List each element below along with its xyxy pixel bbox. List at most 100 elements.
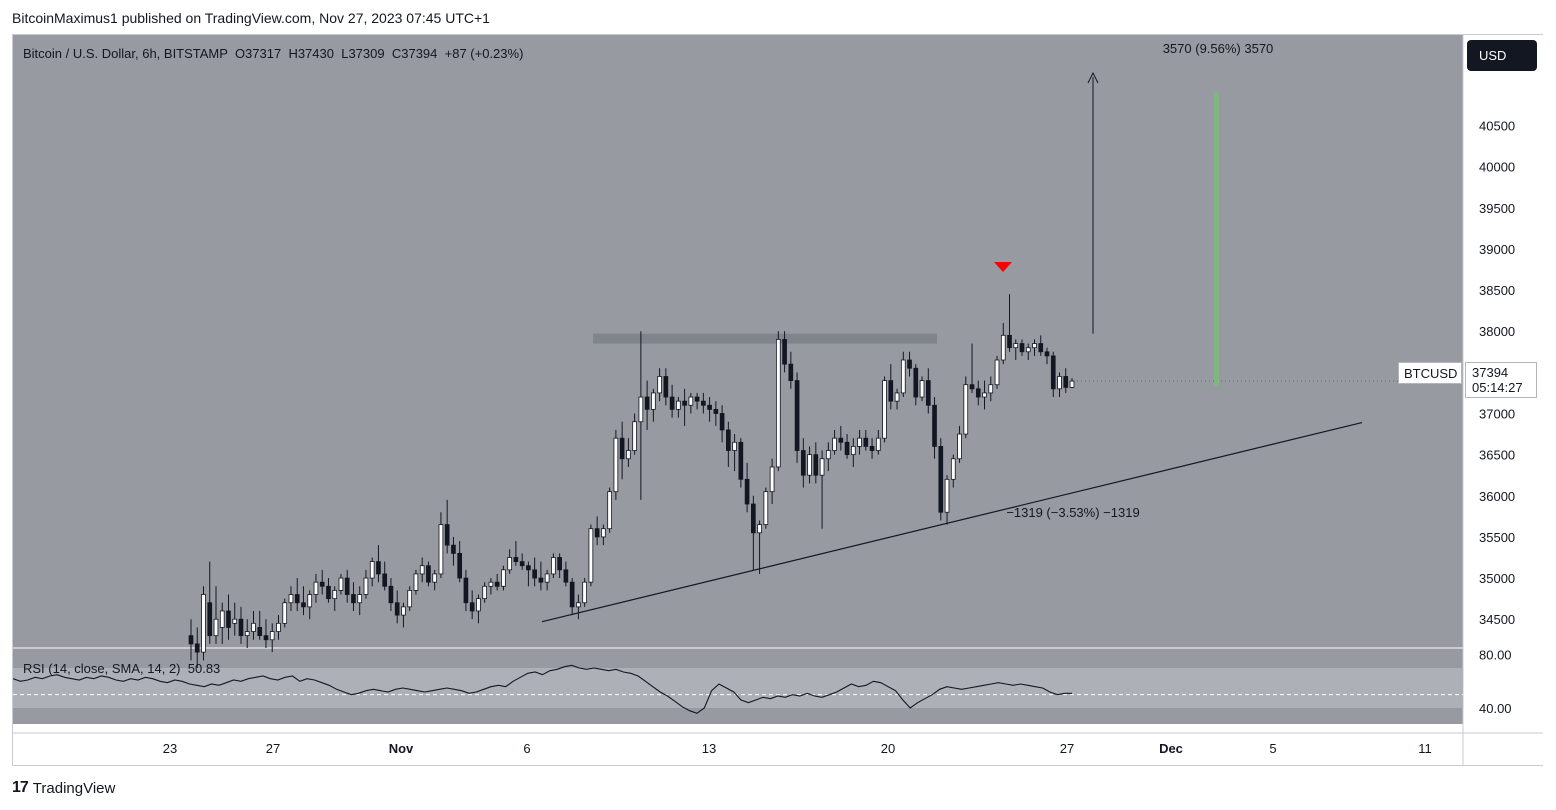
candle (913, 364, 919, 406)
candle-down-body (188, 635, 194, 645)
price-chart[interactable]: 4050040000395003900038500380003750037000… (13, 35, 1543, 765)
candle-up-body (1000, 334, 1006, 361)
time-tick-label: 23 (163, 741, 177, 756)
candle-down-body (1038, 343, 1044, 353)
candle (732, 434, 737, 472)
candle (707, 397, 712, 422)
candle (563, 561, 569, 587)
candle-up-body (832, 437, 837, 451)
candle (969, 343, 975, 393)
candle (688, 392, 694, 414)
candle-up-body (282, 602, 288, 624)
candle-up-body (857, 437, 862, 447)
candle-up-body (613, 437, 619, 493)
candle (651, 388, 656, 422)
candle-up-body (988, 384, 994, 394)
candle-up-body (688, 396, 694, 406)
candle-down-body (751, 503, 756, 534)
candle-up-body (850, 446, 856, 456)
candle (382, 561, 388, 591)
candle-down-body (457, 552, 463, 579)
candle (282, 598, 288, 628)
candle-down-body (451, 544, 456, 554)
candle (701, 392, 706, 414)
symbol-legend: Bitcoin / U.S. Dollar, 6h, BITSTAMP O373… (23, 46, 523, 61)
candle (1050, 351, 1056, 398)
candle-up-body (775, 339, 781, 468)
candle (713, 401, 719, 426)
candle-down-body (788, 363, 794, 381)
candle-up-body (363, 577, 369, 595)
candle (619, 421, 625, 480)
candle-up-body (982, 392, 987, 398)
price-tick-label: 39000 (1479, 242, 1515, 257)
candle-up-body (638, 396, 644, 423)
tradingview-logo[interactable]: 17 TradingView (12, 779, 115, 797)
candle (307, 590, 313, 620)
time-tick-label: 13 (702, 741, 716, 756)
candle (869, 438, 875, 459)
candle (819, 450, 825, 529)
candle-up-body (919, 380, 925, 398)
candle-down-body (519, 561, 525, 567)
candle (1000, 322, 1006, 365)
candle-down-body (782, 339, 787, 365)
candle (907, 351, 912, 377)
time-tick-label: 11 (1418, 741, 1432, 756)
candle (882, 376, 887, 443)
candle (519, 553, 525, 570)
candle (238, 606, 244, 644)
candle (363, 569, 369, 599)
candle-down-body (532, 569, 537, 579)
candle (588, 524, 594, 587)
rsi-value: 50.83 (187, 661, 221, 676)
candle-down-body (969, 384, 975, 390)
currency-button[interactable]: USD (1467, 40, 1537, 71)
candle-up-body (825, 450, 831, 460)
candle (469, 590, 475, 620)
candle-down-body (913, 367, 919, 398)
bar-countdown: 05:14:27 (1472, 380, 1523, 395)
candle-up-body (219, 610, 225, 628)
candle-down-body (469, 602, 475, 612)
candle-up-body (419, 565, 425, 575)
price-tick-label: 37000 (1479, 406, 1515, 421)
candle-down-body (713, 408, 719, 414)
candle (482, 582, 488, 603)
candle-down-body (463, 577, 469, 604)
candle (782, 331, 787, 373)
candle-up-body (213, 618, 219, 637)
candle (751, 495, 756, 570)
ohlc-change: +87 (+0.23%) (444, 46, 524, 61)
candle-up-body (401, 606, 406, 616)
candle (757, 520, 762, 574)
candle (975, 380, 981, 406)
current-price-tag: 37394 05:14:27 (1465, 362, 1537, 398)
candle-up-body (676, 400, 681, 410)
rsi-tick-label: 80.00 (1479, 648, 1512, 663)
candle (388, 578, 394, 611)
candle-up-body (276, 622, 281, 632)
candle-up-body (994, 359, 1000, 386)
price-tick-label: 34500 (1479, 612, 1515, 627)
candle-down-body (932, 404, 937, 447)
candle-up-body (407, 590, 413, 608)
candle-down-body (444, 524, 450, 546)
candle-up-body (957, 433, 962, 460)
candle-down-body (494, 581, 500, 587)
candle-up-body (269, 631, 275, 641)
candle-down-body (207, 602, 213, 637)
candle-down-body (707, 404, 712, 410)
candle (444, 499, 450, 554)
candle-down-body (1007, 334, 1012, 349)
candle-down-body (594, 528, 600, 538)
candle (426, 561, 431, 587)
candle (269, 623, 275, 653)
candle (594, 516, 600, 546)
candle-down-body (813, 454, 819, 476)
candle-down-body (701, 400, 706, 406)
candle (638, 331, 644, 500)
candle-up-body (875, 437, 881, 451)
candle-down-body (744, 478, 750, 505)
candle (919, 376, 925, 402)
